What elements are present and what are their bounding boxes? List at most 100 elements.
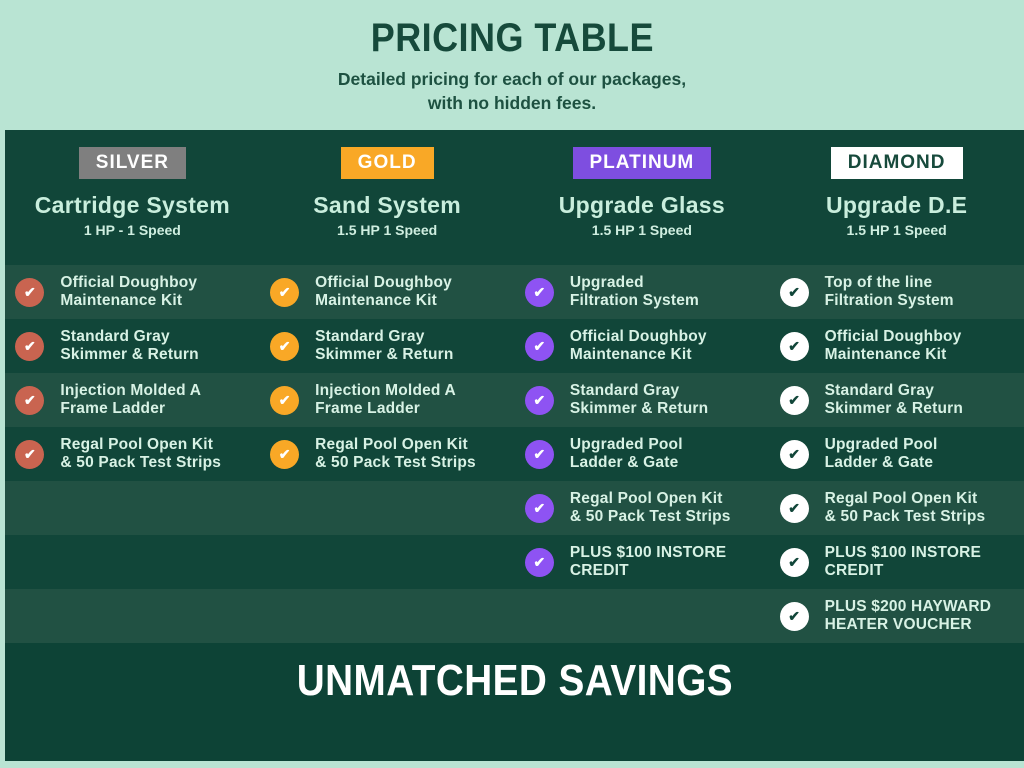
check-icon: ✔ xyxy=(779,547,809,577)
feature-text: Regal Pool Open Kit & 50 Pack Test Strips xyxy=(569,489,731,525)
tier-badge-diamond: DIAMOND xyxy=(830,147,963,179)
check-icon: ✔ xyxy=(779,277,809,307)
savings-banner-text: UNMATCHED SAVINGS xyxy=(296,656,733,705)
feature-cell-empty xyxy=(515,589,770,643)
feature-cell: ✔ Official Doughboy Maintenance Kit xyxy=(260,265,515,319)
feature-cell-empty xyxy=(260,535,515,589)
page-title: PRICING TABLE xyxy=(370,16,654,61)
page-header: PRICING TABLE Detailed pricing for each … xyxy=(0,0,1024,130)
feature-text: Regal Pool Open Kit & 50 Pack Test Strips xyxy=(60,435,222,471)
column-title-gold: Sand System xyxy=(313,192,461,218)
feature-text: Official Doughboy Maintenance Kit xyxy=(315,273,452,309)
column-subtitle-platinum: 1.5 HP 1 Speed xyxy=(591,222,692,238)
feature-cell: ✔ Injection Molded A Frame Ladder xyxy=(260,373,515,427)
feature-cell: ✔ Standard Gray Skimmer & Return xyxy=(769,373,1024,427)
check-icon: ✔ xyxy=(524,493,554,523)
feature-cell: ✔ PLUS $100 INSTORE CREDIT xyxy=(769,535,1024,589)
column-subtitle-diamond: 1.5 HP 1 Speed xyxy=(846,222,947,238)
check-icon: ✔ xyxy=(270,331,300,361)
feature-text: Upgraded Pool Ladder & Gate xyxy=(824,435,938,471)
check-icon: ✔ xyxy=(524,547,554,577)
feature-text: Official Doughboy Maintenance Kit xyxy=(60,273,198,309)
pricing-panel: SILVER Cartridge System 1 HP - 1 Speed G… xyxy=(5,130,1024,761)
tier-badge-gold: GOLD xyxy=(340,147,434,179)
check-icon: ✔ xyxy=(524,439,554,469)
feature-text: Upgraded Pool Ladder & Gate xyxy=(569,435,683,471)
feature-cell-empty xyxy=(5,589,260,643)
feature-cell-empty xyxy=(5,535,260,589)
feature-cell: ✔ Regal Pool Open Kit & 50 Pack Test Stri… xyxy=(260,427,515,481)
check-icon: ✔ xyxy=(270,385,300,415)
feature-cell: ✔ Regal Pool Open Kit & 50 Pack Test Stri… xyxy=(515,481,770,535)
column-subtitle-silver: 1 HP - 1 Speed xyxy=(83,222,181,238)
feature-cell: ✔ PLUS $100 INSTORE CREDIT xyxy=(515,535,770,589)
column-subtitle-gold: 1.5 HP 1 Speed xyxy=(337,222,438,238)
table-row-6: ✔ PLUS $100 INSTORE CREDIT ✔ PLUS $100 IN… xyxy=(5,535,1024,589)
table-row-4: ✔ Regal Pool Open Kit & 50 Pack Test Stri… xyxy=(5,427,1024,481)
feature-cell: ✔ Official Doughboy Maintenance Kit xyxy=(515,319,770,373)
tier-header-row: SILVER Cartridge System 1 HP - 1 Speed G… xyxy=(5,130,1024,265)
check-icon: ✔ xyxy=(15,385,45,415)
feature-text: Regal Pool Open Kit & 50 Pack Test Strips xyxy=(315,435,476,471)
feature-cell: ✔ Official Doughboy Maintenance Kit xyxy=(769,319,1024,373)
check-icon: ✔ xyxy=(270,439,300,469)
check-icon: ✔ xyxy=(524,385,554,415)
column-title-silver: Cartridge System xyxy=(34,192,230,218)
feature-text: PLUS $200 HAYWARD HEATER VOUCHER xyxy=(824,597,992,633)
feature-cell: ✔ Regal Pool Open Kit & 50 Pack Test Stri… xyxy=(769,481,1024,535)
feature-text: Standard Gray Skimmer & Return xyxy=(60,327,199,363)
check-icon: ✔ xyxy=(779,439,809,469)
feature-cell-empty xyxy=(260,589,515,643)
column-title-platinum: Upgrade Glass xyxy=(558,192,725,218)
table-row-2: ✔ Standard Gray Skimmer & Return ✔ Standa… xyxy=(5,319,1024,373)
column-header-silver: SILVER Cartridge System 1 HP - 1 Speed xyxy=(5,130,260,265)
feature-text: Official Doughboy Maintenance Kit xyxy=(824,327,962,363)
check-icon: ✔ xyxy=(15,331,45,361)
check-icon: ✔ xyxy=(779,601,809,631)
feature-cell: ✔ PLUS $200 HAYWARD HEATER VOUCHER xyxy=(769,589,1024,643)
feature-cell: ✔ Upgraded Filtration System xyxy=(515,265,770,319)
feature-cell: ✔ Upgraded Pool Ladder & Gate xyxy=(515,427,770,481)
column-header-gold: GOLD Sand System 1.5 HP 1 Speed xyxy=(260,130,515,265)
check-icon: ✔ xyxy=(524,277,554,307)
table-row-1: ✔ Official Doughboy Maintenance Kit ✔ Off… xyxy=(5,265,1024,319)
feature-text: Top of the line Filtration System xyxy=(824,273,954,309)
column-title-diamond: Upgrade D.E xyxy=(825,192,968,218)
feature-cell: ✔ Standard Gray Skimmer & Return xyxy=(260,319,515,373)
check-icon: ✔ xyxy=(779,385,809,415)
table-row-7: ✔ PLUS $200 HAYWARD HEATER VOUCHER xyxy=(5,589,1024,643)
column-header-platinum: PLATINUM Upgrade Glass 1.5 HP 1 Speed xyxy=(515,130,770,265)
feature-cell: ✔ Official Doughboy Maintenance Kit xyxy=(5,265,260,319)
tier-badge-platinum: PLATINUM xyxy=(572,147,712,179)
table-row-3: ✔ Injection Molded A Frame Ladder ✔ Injec… xyxy=(5,373,1024,427)
feature-text: PLUS $100 INSTORE CREDIT xyxy=(569,543,727,579)
check-icon: ✔ xyxy=(15,439,45,469)
feature-text: Standard Gray Skimmer & Return xyxy=(315,327,454,363)
feature-text: Injection Molded A Frame Ladder xyxy=(60,381,202,417)
check-icon: ✔ xyxy=(779,331,809,361)
check-icon: ✔ xyxy=(270,277,300,307)
feature-text: PLUS $100 INSTORE CREDIT xyxy=(824,543,982,579)
check-icon: ✔ xyxy=(524,331,554,361)
feature-cell: ✔ Standard Gray Skimmer & Return xyxy=(5,319,260,373)
page-subtitle-line1: Detailed pricing for each of our package… xyxy=(337,69,687,90)
feature-cell: ✔ Top of the line Filtration System xyxy=(769,265,1024,319)
tier-badge-silver: SILVER xyxy=(78,147,186,179)
feature-cell: ✔ Upgraded Pool Ladder & Gate xyxy=(769,427,1024,481)
table-row-5: ✔ Regal Pool Open Kit & 50 Pack Test Stri… xyxy=(5,481,1024,535)
check-icon: ✔ xyxy=(15,277,45,307)
page-subtitle-line2: with no hidden fees. xyxy=(427,93,597,113)
feature-text: Injection Molded A Frame Ladder xyxy=(315,381,456,417)
feature-text: Standard Gray Skimmer & Return xyxy=(824,381,964,417)
page-subtitle: Detailed pricing for each of our package… xyxy=(338,68,686,115)
feature-cell: ✔ Standard Gray Skimmer & Return xyxy=(515,373,770,427)
feature-text: Standard Gray Skimmer & Return xyxy=(569,381,709,417)
feature-cell-empty xyxy=(260,481,515,535)
check-icon: ✔ xyxy=(779,493,809,523)
feature-text: Regal Pool Open Kit & 50 Pack Test Strips xyxy=(824,489,986,525)
feature-text: Upgraded Filtration System xyxy=(569,273,700,309)
feature-cell-empty xyxy=(5,481,260,535)
feature-text: Official Doughboy Maintenance Kit xyxy=(569,327,707,363)
savings-banner: UNMATCHED SAVINGS xyxy=(5,643,1024,761)
column-header-diamond: DIAMOND Upgrade D.E 1.5 HP 1 Speed xyxy=(769,130,1024,265)
